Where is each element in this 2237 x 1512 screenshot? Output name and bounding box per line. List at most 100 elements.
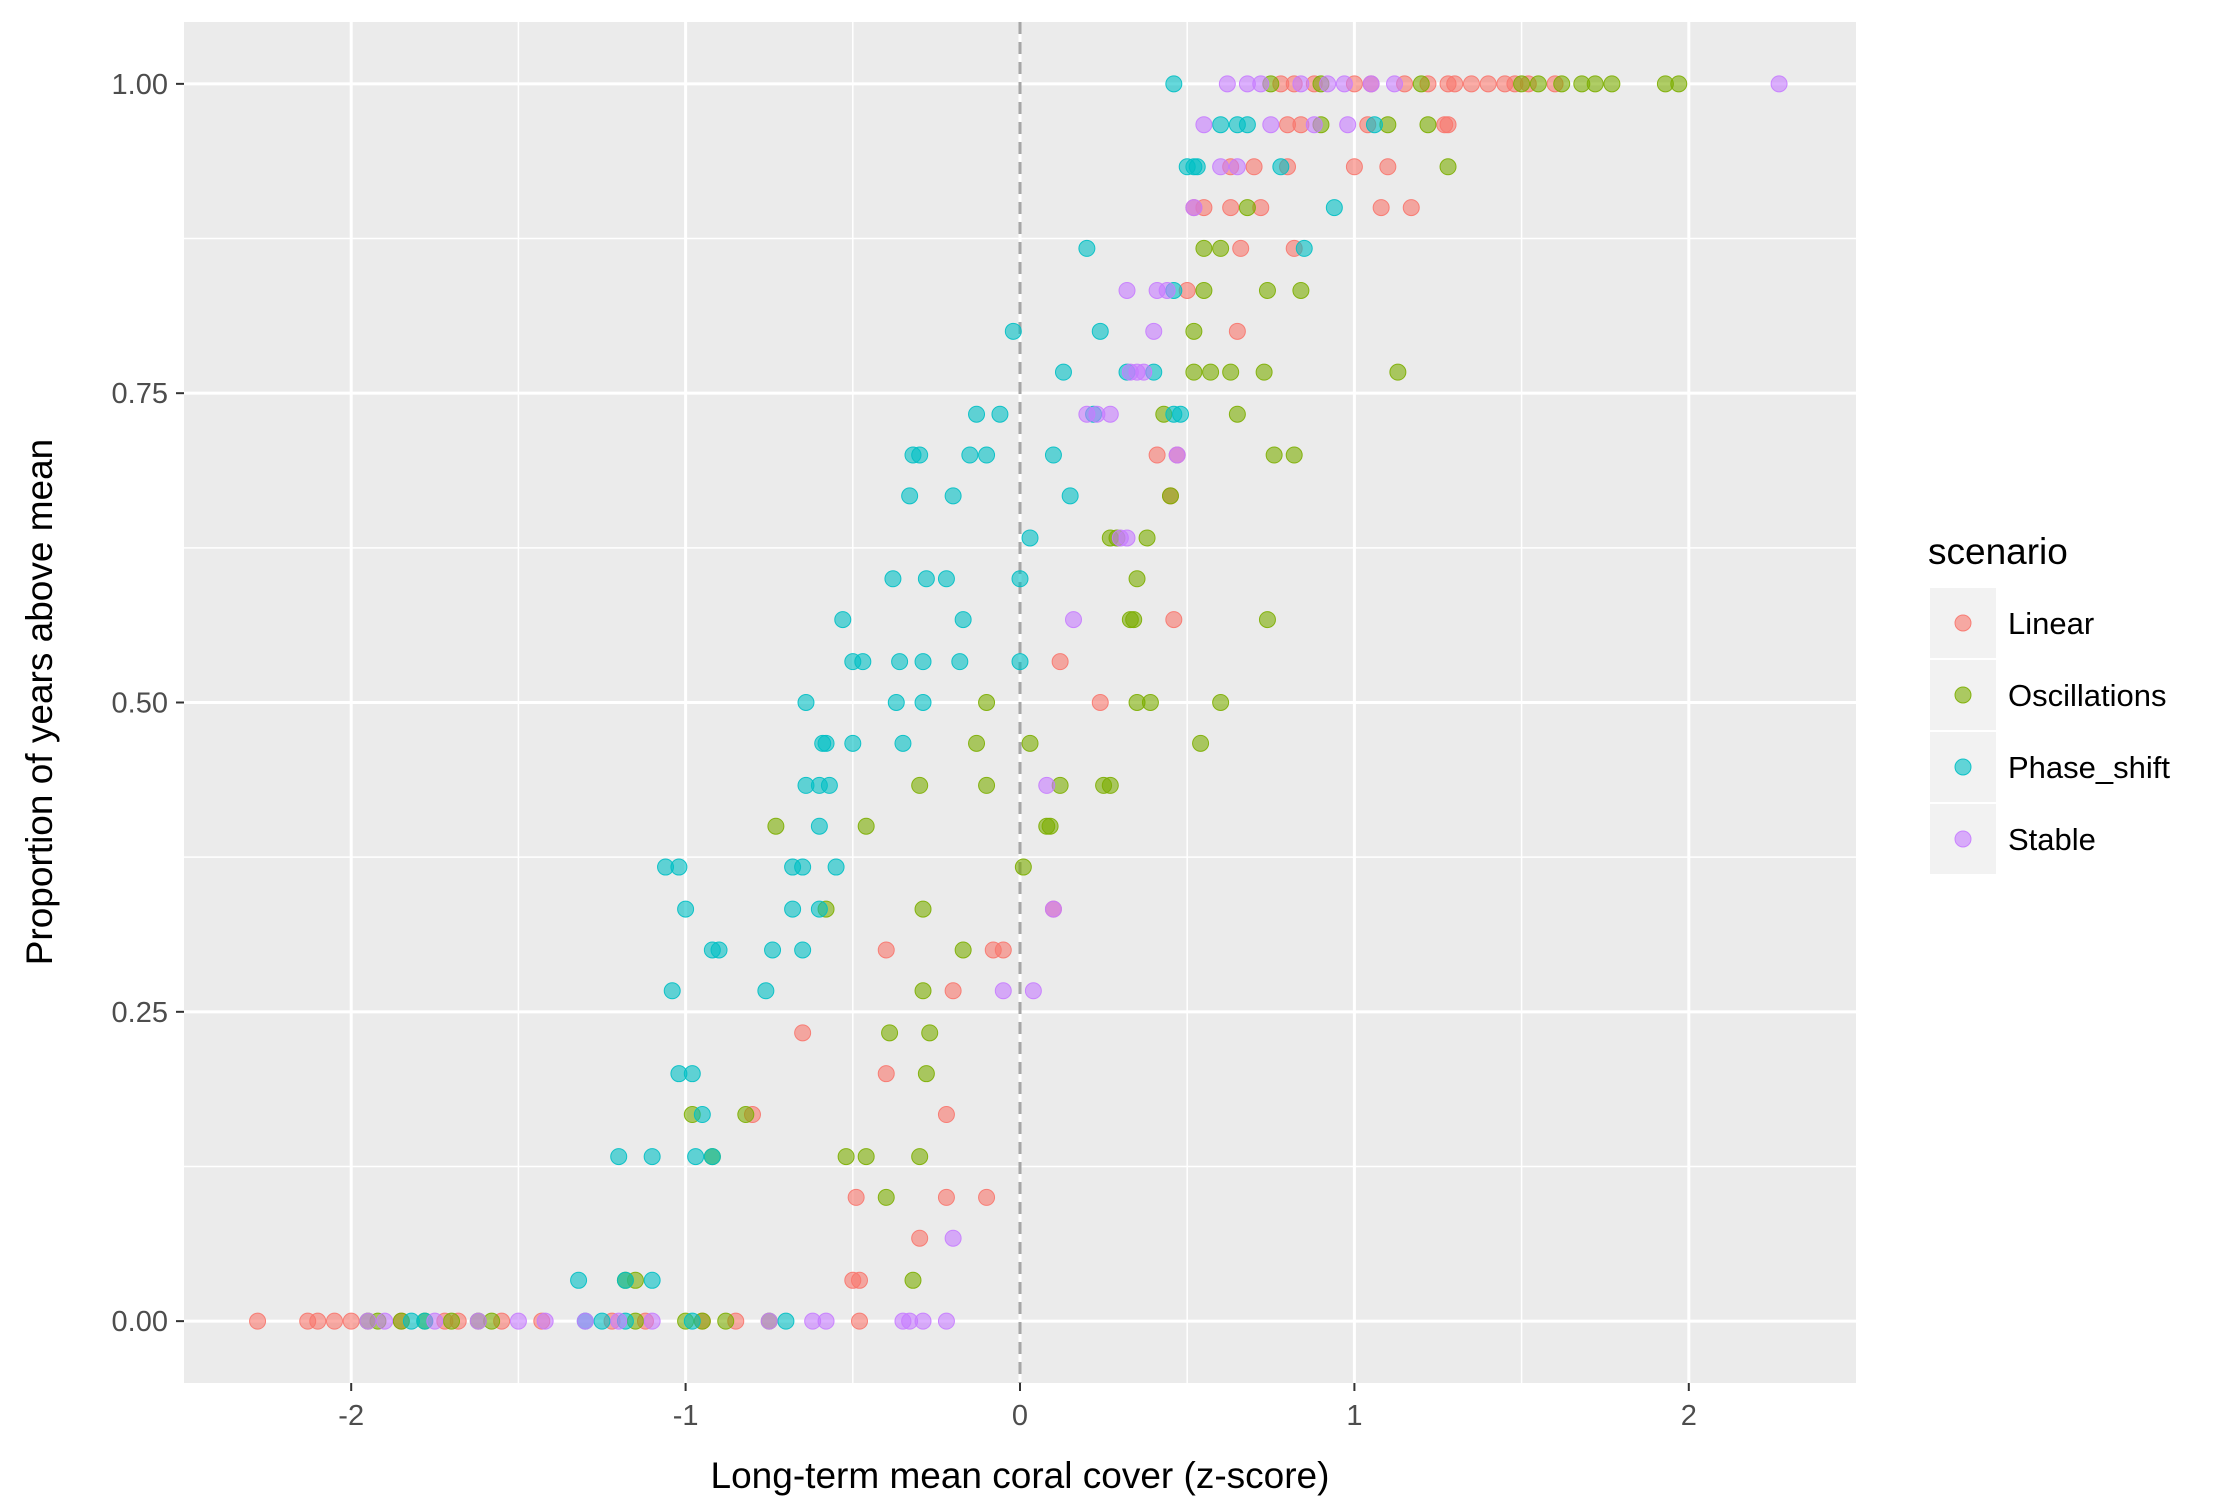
data-point — [837, 1148, 855, 1166]
data-point — [469, 1312, 487, 1330]
y-tick-label: 1.00 — [112, 69, 168, 101]
legend-label: Oscillations — [2008, 678, 2167, 713]
data-point — [1462, 75, 1480, 93]
data-point — [937, 1106, 955, 1124]
x-axis-title: Long-term mean coral cover (z-score) — [711, 1455, 1330, 1496]
data-point — [901, 487, 919, 505]
data-point — [1161, 487, 1179, 505]
data-point — [1603, 75, 1621, 93]
data-point — [914, 982, 932, 1000]
data-point — [1121, 611, 1139, 629]
data-point — [1195, 281, 1213, 299]
data-point — [1044, 446, 1062, 464]
data-point — [954, 611, 972, 629]
data-point — [1345, 158, 1363, 176]
data-point — [1339, 116, 1357, 134]
data-point — [850, 1312, 868, 1330]
data-point — [570, 1271, 588, 1289]
data-point — [764, 941, 782, 959]
data-point — [1372, 199, 1390, 217]
data-point — [847, 1188, 865, 1206]
data-point — [1138, 529, 1156, 547]
data-point — [921, 1024, 939, 1042]
data-point — [426, 1312, 444, 1330]
data-point — [1212, 158, 1230, 176]
data-point — [820, 776, 838, 794]
data-point — [1252, 75, 1270, 93]
data-point — [937, 1188, 955, 1206]
data-point — [827, 858, 845, 876]
data-point — [884, 570, 902, 588]
legend-swatch — [1954, 830, 1972, 848]
data-point — [894, 734, 912, 752]
data-point — [850, 1271, 868, 1289]
data-point — [914, 694, 932, 711]
data-point — [911, 1229, 929, 1247]
data-point — [917, 1065, 935, 1083]
data-point — [914, 900, 932, 918]
legend: scenario Linear Oscillations Phase_shift St… — [1928, 531, 2170, 874]
data-point — [961, 446, 979, 464]
data-point — [1021, 529, 1039, 547]
legend-label: Stable — [2008, 822, 2096, 857]
data-point — [536, 1312, 554, 1330]
data-point — [1292, 75, 1310, 93]
data-point — [794, 1024, 812, 1042]
data-point — [737, 1106, 755, 1124]
data-point — [1362, 75, 1380, 93]
data-point — [944, 982, 962, 1000]
data-point — [1228, 322, 1246, 340]
legend-item-oscillations: Oscillations — [1930, 660, 2167, 730]
data-point — [1065, 611, 1083, 629]
data-point — [643, 1148, 661, 1166]
data-point — [1038, 776, 1056, 794]
data-point — [1024, 982, 1042, 1000]
legend-label: Phase_shift — [2008, 750, 2170, 785]
data-point — [1148, 446, 1166, 464]
data-point — [877, 941, 895, 959]
data-point — [1135, 363, 1153, 381]
data-point — [1255, 363, 1273, 381]
data-point — [1228, 116, 1246, 134]
data-point — [1051, 653, 1069, 671]
legend-swatch — [1954, 686, 1972, 704]
data-point — [1192, 734, 1210, 752]
data-point — [944, 1229, 962, 1247]
y-tick-label: 0.25 — [112, 997, 168, 1029]
data-point — [937, 1312, 955, 1330]
data-point — [1212, 116, 1230, 134]
data-point — [1770, 75, 1788, 93]
data-point — [1402, 199, 1420, 217]
data-point — [914, 1312, 932, 1330]
data-point — [1165, 75, 1183, 93]
data-point — [1011, 570, 1029, 588]
data-point — [968, 734, 986, 752]
x-tick-label: -1 — [673, 1400, 699, 1432]
data-point — [937, 570, 955, 588]
data-point — [797, 694, 815, 711]
data-point — [1365, 116, 1383, 134]
data-point — [1389, 363, 1407, 381]
data-point — [904, 1271, 922, 1289]
data-point — [1439, 116, 1457, 134]
data-point — [1145, 322, 1163, 340]
data-point — [616, 1271, 634, 1289]
data-point — [911, 1148, 929, 1166]
data-point — [1446, 75, 1464, 93]
y-tick-label: 0.50 — [112, 688, 168, 720]
data-point — [1258, 611, 1276, 629]
data-point — [1553, 75, 1571, 93]
legend-item-stable: Stable — [1930, 804, 2096, 874]
data-point — [687, 1148, 705, 1166]
data-point — [1188, 158, 1206, 176]
data-point — [610, 1312, 628, 1330]
data-point — [881, 1024, 899, 1042]
data-point — [760, 1312, 778, 1330]
data-point — [857, 817, 875, 835]
data-point — [1222, 363, 1240, 381]
data-point — [1228, 405, 1246, 423]
data-point — [834, 611, 852, 629]
data-point — [1014, 858, 1032, 876]
y-tick-label: 0.00 — [112, 1306, 168, 1338]
